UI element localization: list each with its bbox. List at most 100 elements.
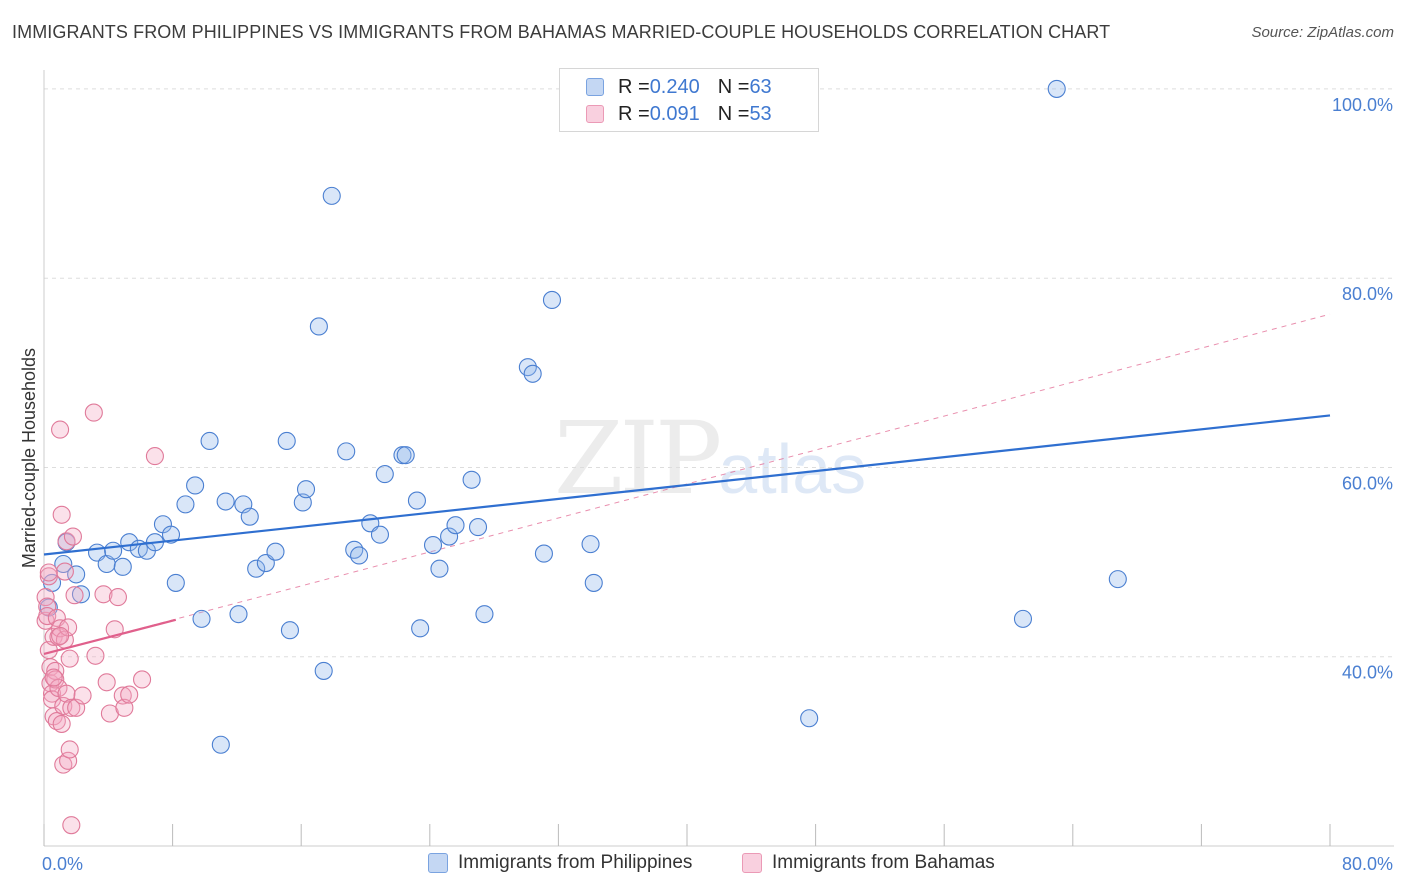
- philippines-point: [584, 573, 603, 592]
- philippines-point: [440, 527, 459, 546]
- philippines-point: [192, 609, 211, 628]
- bahamas-point: [57, 684, 76, 703]
- bahamas-point: [51, 420, 70, 439]
- bahamas-point: [60, 740, 79, 759]
- bahamas-point: [94, 585, 113, 604]
- legend-row-bahamas: R = 0.091 N = 53: [586, 102, 772, 126]
- legend-swatch-bahamas: [586, 105, 604, 123]
- philippines-point: [176, 495, 195, 514]
- y-axis-label: Married-couple Households: [19, 348, 39, 568]
- legend-r-label: R =: [618, 102, 650, 125]
- philippines-point: [186, 476, 205, 495]
- philippines-point: [67, 565, 86, 584]
- philippines-point: [277, 431, 296, 451]
- bahamas-point: [59, 751, 78, 770]
- philippines-point: [54, 554, 73, 574]
- philippines-point: [280, 621, 299, 640]
- philippines-point: [475, 605, 494, 624]
- philippines-point: [523, 364, 542, 383]
- chart-title: IMMIGRANTS FROM PHILIPPINES VS IMMIGRANT…: [12, 22, 1111, 42]
- bahamas-point: [120, 685, 139, 704]
- bahamas-point: [62, 816, 81, 835]
- philippines-point: [200, 431, 219, 451]
- bahamas-point: [60, 649, 79, 668]
- philippines-point: [166, 573, 185, 592]
- legend-n-label: N =: [717, 75, 750, 98]
- bottom-legend-swatch-bahamas: [742, 853, 762, 873]
- philippines-point: [337, 442, 356, 461]
- bahamas-point: [52, 714, 71, 733]
- bahamas-point: [65, 586, 84, 605]
- philippines-point: [800, 709, 819, 728]
- philippines-point: [296, 480, 316, 499]
- philippines-point: [581, 535, 600, 554]
- bahamas-point: [108, 588, 127, 607]
- legend-r-label: R =: [618, 75, 650, 98]
- bahamas-point: [36, 588, 55, 607]
- philippines-point: [1047, 79, 1066, 98]
- bahamas-trend-line: [43, 618, 177, 655]
- philippines-point: [266, 542, 285, 561]
- philippines-point: [240, 507, 259, 526]
- bahamas-point: [39, 563, 58, 582]
- philippines-point: [345, 540, 364, 559]
- x-tick-label: 80.0%: [1342, 854, 1393, 874]
- philippines-point: [293, 493, 312, 512]
- philippines-point: [370, 525, 390, 544]
- x-tick-label: 0.0%: [42, 854, 83, 874]
- bahamas-point: [86, 646, 105, 665]
- y-tick-label: 80.0%: [1342, 284, 1393, 304]
- legend-row-philippines: R = 0.240 N = 63: [586, 75, 772, 99]
- philippines-point: [396, 446, 415, 465]
- y-tick-label: 40.0%: [1342, 663, 1393, 683]
- philippines-point: [322, 186, 341, 205]
- legend-r-value: 0.240: [649, 75, 700, 98]
- philippines-point: [430, 559, 449, 578]
- philippines-point: [216, 492, 235, 511]
- philippines-point: [309, 317, 328, 336]
- philippines-trend-line: [43, 414, 1331, 556]
- philippines-point: [229, 605, 248, 624]
- bottom-legend-swatch-philippines: [428, 853, 448, 873]
- philippines-point: [407, 491, 426, 510]
- bahamas-point: [63, 527, 82, 546]
- philippines-point: [534, 544, 553, 563]
- philippines-point: [161, 525, 181, 544]
- philippines-point: [350, 546, 369, 565]
- legend-n-value: 53: [749, 102, 772, 125]
- philippines-point: [446, 516, 465, 535]
- bahamas-point: [55, 562, 74, 581]
- watermark-zip: ZIP: [554, 400, 722, 517]
- philippines-point: [375, 465, 394, 484]
- philippines-point: [462, 470, 481, 489]
- correlation-legend: R = 0.240 N = 63 R = 0.091 N = 53: [559, 68, 819, 132]
- philippines-point: [468, 518, 488, 537]
- source-label: Source: ZipAtlas.com: [1251, 24, 1394, 41]
- philippines-point: [423, 536, 443, 555]
- legend-r-value: 0.091: [649, 102, 700, 125]
- bahamas-point: [145, 447, 164, 466]
- legend-n-label: N =: [717, 102, 750, 125]
- bottom-legend-label-bahamas: Immigrants from Bahamas: [772, 852, 995, 873]
- philippines-point: [104, 541, 123, 560]
- legend-n-value: 63: [749, 75, 772, 98]
- bahamas-trend-extension: [43, 313, 1331, 655]
- bahamas-point: [84, 403, 103, 422]
- bahamas-point: [51, 626, 70, 645]
- philippines-point: [1108, 570, 1127, 589]
- bottom-legend-bahamas: Immigrants from Bahamas: [742, 852, 995, 874]
- bahamas-point: [73, 686, 92, 705]
- philippines-point: [247, 559, 266, 578]
- bahamas-point: [47, 712, 66, 731]
- bottom-legend-label-philippines: Immigrants from Philippines: [458, 852, 693, 873]
- y-tick-label: 100.0%: [1332, 95, 1393, 115]
- legend-swatch-philippines: [586, 78, 604, 96]
- philippines-point: [542, 290, 562, 310]
- bahamas-point: [52, 505, 71, 524]
- philippines-point: [211, 735, 230, 754]
- philippines-point: [71, 585, 91, 604]
- y-tick-label: 60.0%: [1342, 473, 1393, 493]
- bahamas-point: [133, 670, 152, 689]
- philippines-point: [411, 619, 430, 638]
- philippines-point: [314, 661, 333, 680]
